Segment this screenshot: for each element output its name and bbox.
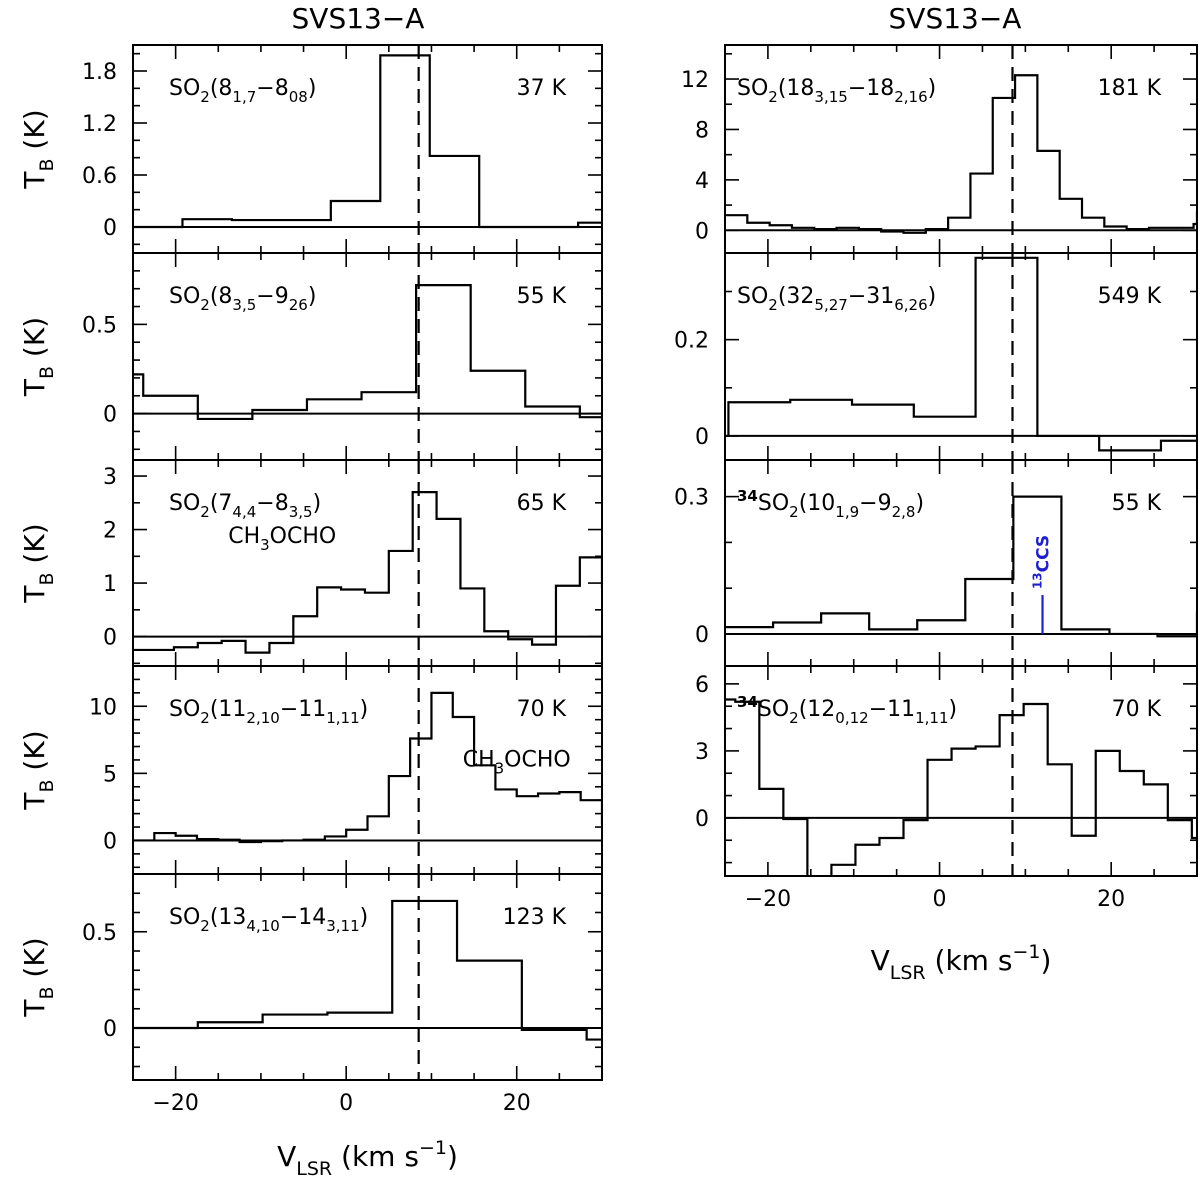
y-tick-label: 0 bbox=[103, 1017, 117, 1042]
transition-label: SO2(81,7−808) bbox=[169, 76, 316, 106]
panel-content bbox=[133, 460, 602, 666]
upper-level-energy: 181 K bbox=[1098, 76, 1162, 101]
upper-level-energy: 123 K bbox=[503, 905, 567, 930]
panel-frame bbox=[724, 665, 1198, 877]
spectrum-panel-4: −20 0 20 0 0.5 SO2(134,10−143,11) 123 K TB (K) bbox=[18, 873, 603, 1116]
panel-content bbox=[725, 45, 1197, 253]
x-axis-label: VLSR (km s−1) bbox=[871, 941, 1052, 984]
y-tick-label: 0 bbox=[695, 219, 709, 244]
y-tick-label: 0 bbox=[103, 216, 117, 241]
y-axis-label: TB (K) bbox=[18, 730, 58, 810]
transition-label: SO2(325,27−316,26) bbox=[737, 284, 936, 314]
spectrum-panel-0: 0 0.6 1.2 1.8 SO2(81,7−808) 37 K TB (K) bbox=[18, 44, 603, 254]
transition-label: SO2(83,5−926) bbox=[169, 284, 316, 314]
spectrum-line bbox=[725, 256, 1197, 452]
panel-content bbox=[133, 874, 602, 1080]
panel-content bbox=[133, 45, 602, 253]
y-tick-label: 5 bbox=[103, 762, 117, 787]
spectrum-line bbox=[133, 54, 602, 229]
spectrum-panel-1: 0 0.5 SO2(83,5−926) 55 K TB (K) bbox=[18, 252, 603, 461]
upper-level-energy: 55 K bbox=[1112, 491, 1162, 516]
y-tick-label: 6 bbox=[695, 673, 709, 698]
blend-annotation: CH3OCHO bbox=[228, 524, 336, 554]
transition-label: SO2(74,4−83,5) bbox=[169, 491, 321, 521]
right-column-title: SVS13−A bbox=[889, 2, 1022, 35]
transition-label: SO2(112,10−111,11) bbox=[169, 697, 368, 727]
spectrum-line bbox=[725, 74, 1197, 234]
spectrum-panel-3: 0 5 10 SO2(112,10−111,11) 70 K CH3OCHO TB (K) bbox=[18, 665, 603, 875]
x-tick-label: 0 bbox=[339, 1091, 353, 1116]
y-tick-label: 0.6 bbox=[82, 164, 117, 189]
panel-content bbox=[133, 253, 602, 460]
upper-level-energy: 70 K bbox=[1112, 697, 1162, 722]
y-axis-label: TB (K) bbox=[18, 523, 58, 603]
y-tick-label: 4 bbox=[695, 169, 709, 194]
transition-label: 34SO2(120,12−111,11) bbox=[737, 693, 957, 727]
x-tick-label: 20 bbox=[1097, 887, 1125, 912]
y-axis-label: TB (K) bbox=[18, 109, 58, 189]
spectrum-panel-6: 0 0.2 SO2(325,27−316,26) 549 K bbox=[674, 252, 1198, 461]
x-tick-label: −20 bbox=[152, 1091, 198, 1116]
y-tick-label: 12 bbox=[681, 68, 709, 93]
panel-frame bbox=[132, 873, 603, 1081]
y-tick-label: 8 bbox=[695, 118, 709, 143]
upper-level-energy: 65 K bbox=[517, 491, 567, 516]
y-tick-label: 0 bbox=[695, 425, 709, 450]
y-tick-label: 1.8 bbox=[82, 60, 117, 85]
y-tick-label: 0 bbox=[695, 807, 709, 832]
spectrum-line bbox=[725, 698, 1197, 876]
line-marker-label: 13CCS bbox=[1031, 535, 1054, 589]
y-tick-label: 0 bbox=[103, 626, 117, 651]
y-tick-label: 1.2 bbox=[82, 112, 117, 137]
axis-labels: VLSR (km s−1) VLSR (km s−1) bbox=[277, 941, 1051, 1180]
y-tick-label: 0.5 bbox=[82, 921, 117, 946]
y-tick-label: 1 bbox=[103, 572, 117, 597]
y-axis-label: TB (K) bbox=[18, 317, 58, 397]
spectrum-panel-5: 0 4 8 12 SO2(183,15−182,16) 181 K bbox=[681, 44, 1198, 254]
x-tick-label: −20 bbox=[745, 887, 791, 912]
upper-level-energy: 70 K bbox=[517, 697, 567, 722]
y-tick-label: 0.2 bbox=[674, 329, 709, 354]
spectrum-panel-8: −20 0 20 0 3 6 34SO2(120,12−111,11) 70 K bbox=[695, 665, 1198, 912]
panel-content bbox=[725, 253, 1197, 460]
upper-level-energy: 549 K bbox=[1098, 284, 1162, 309]
transition-label: SO2(134,10−143,11) bbox=[169, 905, 368, 935]
x-axis-label: VLSR (km s−1) bbox=[277, 1137, 458, 1180]
y-tick-label: 3 bbox=[103, 465, 117, 490]
y-tick-label: 10 bbox=[89, 695, 117, 720]
y-tick-label: 0.5 bbox=[82, 313, 117, 338]
y-tick-label: 3 bbox=[695, 740, 709, 765]
panel-content bbox=[725, 460, 1197, 666]
y-tick-label: 0 bbox=[695, 623, 709, 648]
spectrum-line bbox=[133, 284, 602, 421]
blend-annotation: CH3OCHO bbox=[463, 748, 571, 778]
x-tick-label: 0 bbox=[933, 887, 947, 912]
y-axis-label: TB (K) bbox=[18, 937, 58, 1017]
spectrum-panel-7: 0 0.3 34SO2(101,9−92,8) 55 K 13CCS bbox=[674, 459, 1198, 667]
panel-content bbox=[725, 666, 1197, 876]
y-tick-label: 0 bbox=[103, 829, 117, 854]
panels: 0 0.6 1.2 1.8 SO2(81,7−808) 37 K TB (K) 0 0.5 SO2… bbox=[18, 44, 1198, 1116]
y-tick-label: 0 bbox=[103, 403, 117, 428]
y-tick-label: 0.3 bbox=[674, 486, 709, 511]
transition-label: 34SO2(101,9−92,8) bbox=[737, 487, 924, 521]
spectrum-panel-2: 0 1 2 3 SO2(74,4−83,5) 65 K CH3OCHO TB (K) bbox=[18, 459, 603, 667]
transition-label: SO2(183,15−182,16) bbox=[737, 76, 936, 106]
spectrum-line bbox=[133, 491, 602, 654]
y-tick-label: 2 bbox=[103, 519, 117, 544]
upper-level-energy: 37 K bbox=[517, 76, 567, 101]
spectrum-line bbox=[133, 691, 602, 844]
upper-level-energy: 55 K bbox=[517, 284, 567, 309]
left-column-title: SVS13−A bbox=[292, 2, 425, 35]
spectrum-line bbox=[725, 495, 1197, 638]
panel-content bbox=[133, 666, 602, 874]
spectrum-line bbox=[133, 899, 602, 1041]
x-tick-label: 20 bbox=[503, 1091, 531, 1116]
